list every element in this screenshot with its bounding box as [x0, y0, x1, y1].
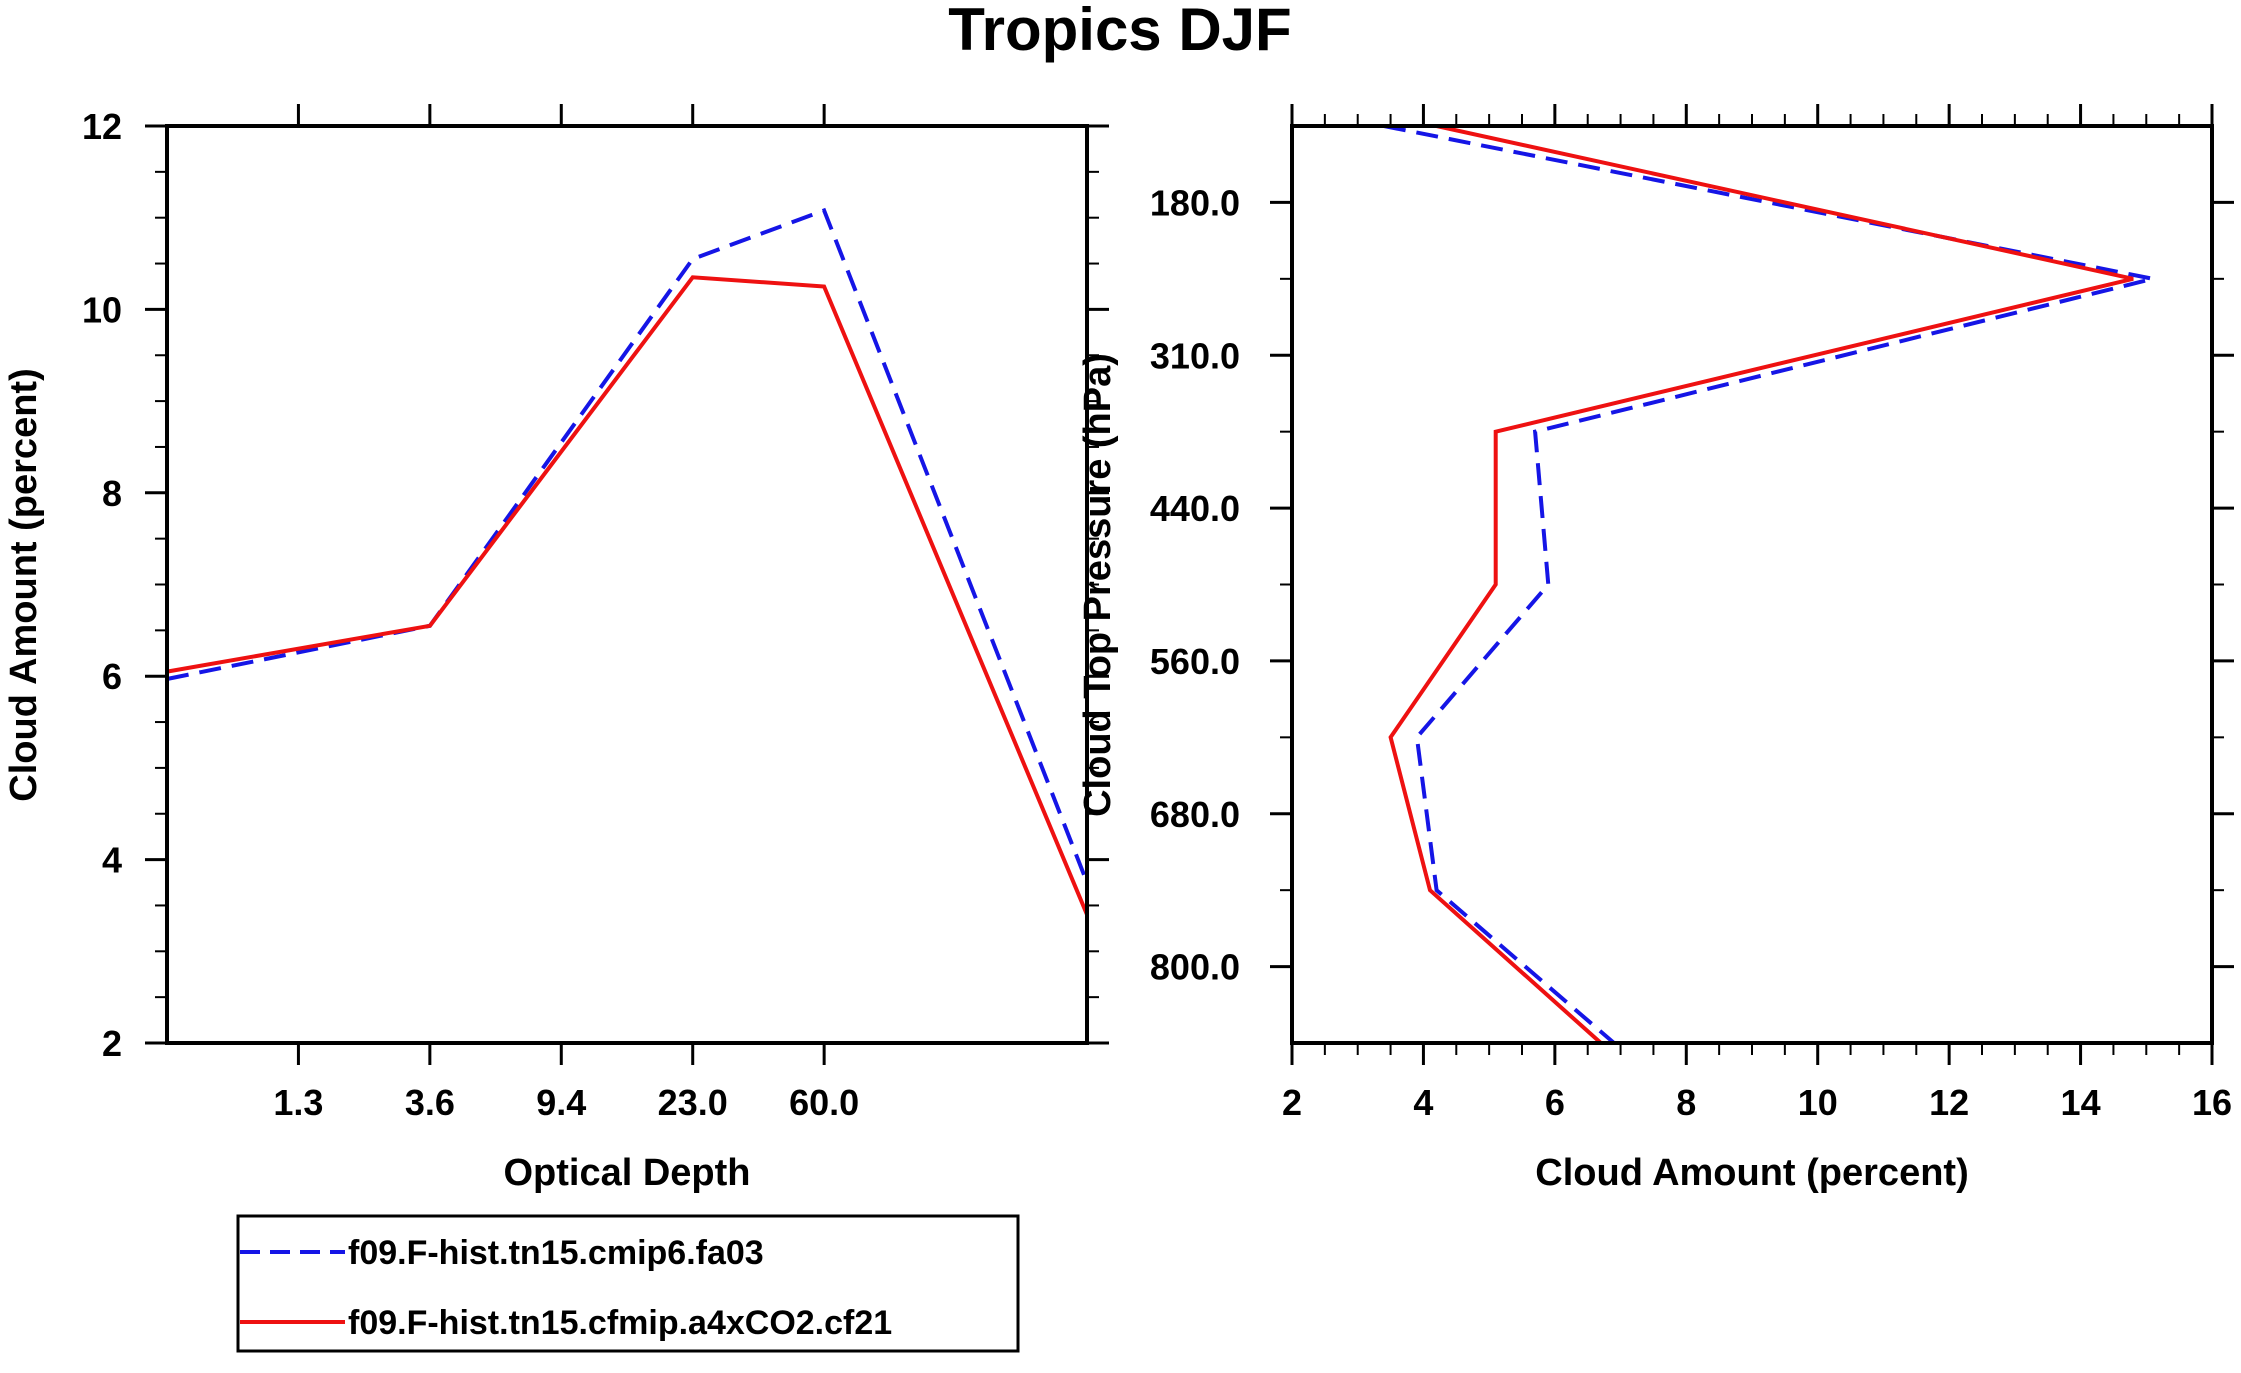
series-line-cmip6-fa03	[1383, 124, 2154, 1045]
y-tick-label: 6	[102, 656, 122, 697]
x-tick-label: 23.0	[658, 1082, 728, 1123]
legend: f09.F-hist.tn15.cmip6.fa03 f09.F-hist.tn…	[236, 1214, 1020, 1353]
x-tick-label: 4	[1413, 1082, 1433, 1123]
legend-box	[236, 1214, 1020, 1353]
y-tick-label: 310.0	[1150, 335, 1240, 376]
y-tick-label: 4	[102, 840, 122, 881]
left-series-lines	[166, 207, 1089, 916]
series-line-cmip6-fa03	[166, 207, 1089, 884]
figure-title: Tropics DJF	[948, 0, 1291, 63]
y-tick-label: 180.0	[1150, 182, 1240, 223]
x-tick-label: 2	[1282, 1082, 1302, 1123]
legend-entry-label: f09.F-hist.tn15.cfmip.a4xCO2.cf21	[348, 1304, 892, 1342]
x-tick-label: 12	[1929, 1082, 1969, 1123]
x-tick-label: 9.4	[536, 1082, 586, 1123]
cloud-top-pressure-panel: 2 4 6 8 10 12 14 16 180.0 310.0 440.0 560.0 680.0 800…	[1077, 104, 2234, 1194]
right-series-lines	[1383, 124, 2154, 1045]
x-tick-label: 3.6	[405, 1082, 455, 1123]
x-tick-label: 60.0	[789, 1082, 859, 1123]
left-y-axis-label: Cloud Amount (percent)	[3, 368, 45, 801]
x-tick-label: 8	[1676, 1082, 1696, 1123]
series-line-a4xco2-cf21	[1388, 124, 2134, 1045]
left-x-axis-label: Optical Depth	[503, 1152, 750, 1194]
x-tick-label: 6	[1545, 1082, 1565, 1123]
right-plot-frame	[1290, 124, 2214, 1045]
y-tick-label: 680.0	[1150, 794, 1240, 835]
left-tick-labels: 2 4 6 8 10 12 1.3 3.6 9.4 23.0 60.0	[82, 106, 859, 1123]
x-tick-label: 16	[2192, 1082, 2232, 1123]
series-line-a4xco2-cf21	[166, 275, 1089, 916]
x-tick-label: 1.3	[273, 1082, 323, 1123]
x-tick-label: 14	[2061, 1082, 2101, 1123]
y-tick-label: 800.0	[1150, 947, 1240, 988]
y-tick-label: 12	[82, 106, 122, 147]
y-tick-label: 2	[102, 1023, 122, 1064]
right-tick-labels: 2 4 6 8 10 12 14 16 180.0 310.0 440.0 560.0 680.0 800…	[1150, 182, 2232, 1123]
right-x-axis-label: Cloud Amount (percent)	[1535, 1152, 1968, 1194]
y-tick-label: 10	[82, 289, 122, 330]
left-plot-frame	[165, 124, 1089, 1045]
y-tick-label: 8	[102, 473, 122, 514]
legend-entry-label: f09.F-hist.tn15.cmip6.fa03	[348, 1234, 764, 1272]
x-tick-label: 10	[1798, 1082, 1838, 1123]
y-tick-label: 560.0	[1150, 641, 1240, 682]
right-tick-marks	[1270, 104, 2234, 1065]
y-tick-label: 440.0	[1150, 488, 1240, 529]
left-tick-marks	[145, 104, 1109, 1065]
right-y-axis-label: Cloud Top Pressure (hPa)	[1077, 353, 1119, 817]
